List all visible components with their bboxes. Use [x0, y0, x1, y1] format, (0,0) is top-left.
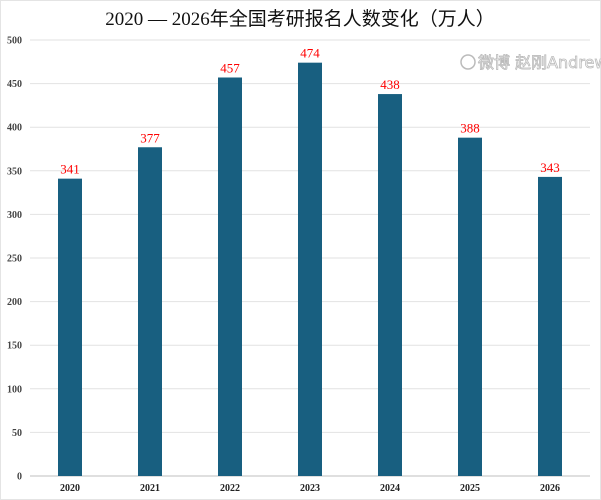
weibo-logo-icon — [460, 54, 476, 70]
watermark: 微博 赵刚Andrew — [460, 53, 601, 72]
y-tick-label: 450 — [7, 79, 22, 90]
data-label-2026: 343 — [540, 160, 560, 175]
bar-2020 — [58, 178, 82, 476]
data-label-2021: 377 — [140, 130, 160, 145]
bar-2024 — [378, 94, 402, 477]
y-tick-label: 500 — [7, 36, 22, 47]
watermark-text: 微博 赵刚Andrew — [478, 53, 601, 72]
x-tick-label: 2026 — [540, 483, 560, 494]
y-tick-label: 400 — [7, 123, 22, 134]
data-label-2023: 474 — [300, 46, 320, 61]
bar-2022 — [218, 77, 242, 476]
x-tick-label: 2025 — [460, 483, 480, 494]
data-label-2022: 457 — [220, 60, 240, 75]
data-label-2025: 388 — [460, 121, 480, 136]
y-tick-label: 100 — [7, 384, 22, 395]
y-tick-label: 300 — [7, 210, 22, 221]
x-tick-label: 2021 — [140, 483, 160, 494]
bar-2021 — [138, 147, 162, 477]
y-tick-label: 350 — [7, 166, 22, 177]
y-tick-label: 200 — [7, 297, 22, 308]
x-tick-label: 2023 — [300, 483, 320, 494]
y-tick-label: 50 — [12, 428, 22, 439]
data-label-2020: 341 — [60, 162, 80, 177]
y-tick-label: 0 — [17, 472, 22, 483]
bar-2023 — [298, 62, 322, 477]
bar-2025 — [458, 137, 482, 476]
x-tick-label: 2022 — [220, 483, 240, 494]
data-label-2024: 438 — [380, 77, 400, 92]
x-tick-label: 2020 — [60, 483, 80, 494]
y-tick-label: 250 — [7, 254, 22, 265]
chart-title: 2020 — 2026年全国考研报名人数变化（万人） — [105, 8, 495, 30]
bar-2026 — [538, 176, 562, 477]
x-tick-label: 2024 — [380, 483, 400, 494]
y-tick-label: 150 — [7, 341, 22, 352]
